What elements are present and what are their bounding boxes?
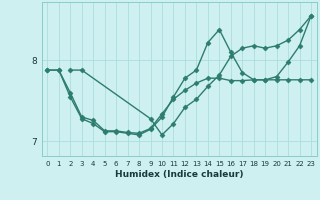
X-axis label: Humidex (Indice chaleur): Humidex (Indice chaleur) <box>115 170 244 179</box>
